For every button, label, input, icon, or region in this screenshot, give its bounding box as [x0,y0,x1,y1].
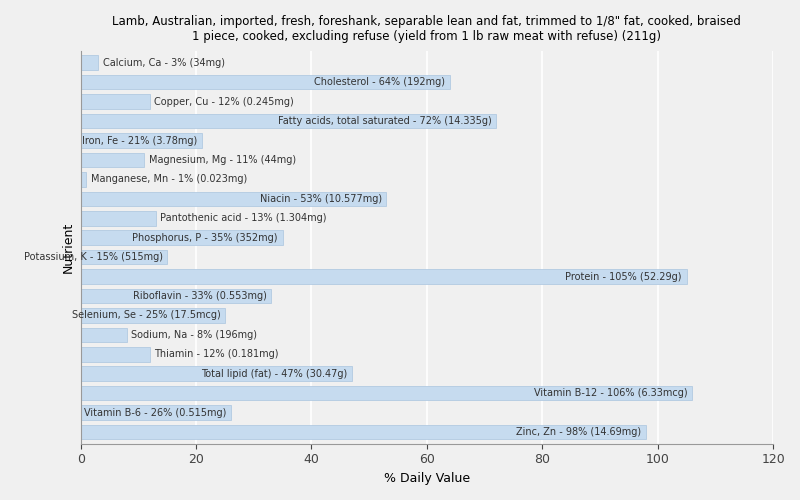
Bar [81,75,450,90]
Text: Manganese, Mn - 1% (0.023mg): Manganese, Mn - 1% (0.023mg) [91,174,247,184]
Bar [81,211,156,226]
Bar [81,270,686,284]
Bar [81,288,271,304]
Text: Cholesterol - 64% (192mg): Cholesterol - 64% (192mg) [314,77,446,87]
Bar [81,152,144,167]
Text: Vitamin B-12 - 106% (6.33mcg): Vitamin B-12 - 106% (6.33mcg) [534,388,688,398]
Text: Riboflavin - 33% (0.553mg): Riboflavin - 33% (0.553mg) [133,291,266,301]
Text: Potassium, K - 15% (515mg): Potassium, K - 15% (515mg) [23,252,162,262]
Bar [81,425,646,440]
Text: Protein - 105% (52.29g): Protein - 105% (52.29g) [566,272,682,281]
Text: Phosphorus, P - 35% (352mg): Phosphorus, P - 35% (352mg) [133,232,278,242]
Bar [81,133,202,148]
Text: Pantothenic acid - 13% (1.304mg): Pantothenic acid - 13% (1.304mg) [160,214,326,224]
Text: Vitamin B-6 - 26% (0.515mg): Vitamin B-6 - 26% (0.515mg) [84,408,226,418]
Text: Magnesium, Mg - 11% (44mg): Magnesium, Mg - 11% (44mg) [149,155,296,165]
X-axis label: % Daily Value: % Daily Value [384,472,470,485]
Bar [81,328,126,342]
Bar [81,250,167,264]
Text: Selenium, Se - 25% (17.5mcg): Selenium, Se - 25% (17.5mcg) [71,310,220,320]
Text: Thiamin - 12% (0.181mg): Thiamin - 12% (0.181mg) [154,350,279,360]
Bar [81,366,352,381]
Text: Total lipid (fat) - 47% (30.47g): Total lipid (fat) - 47% (30.47g) [201,369,347,379]
Bar [81,172,86,186]
Bar [81,406,230,420]
Text: Niacin - 53% (10.577mg): Niacin - 53% (10.577mg) [260,194,382,204]
Text: Copper, Cu - 12% (0.245mg): Copper, Cu - 12% (0.245mg) [154,96,294,106]
Bar [81,114,496,128]
Title: Lamb, Australian, imported, fresh, foreshank, separable lean and fat, trimmed to: Lamb, Australian, imported, fresh, fores… [113,15,742,43]
Bar [81,386,692,400]
Y-axis label: Nutrient: Nutrient [62,222,75,273]
Bar [81,230,282,245]
Bar [81,308,225,322]
Bar [81,347,150,362]
Text: Sodium, Na - 8% (196mg): Sodium, Na - 8% (196mg) [131,330,258,340]
Bar [81,94,150,109]
Text: Fatty acids, total saturated - 72% (14.335g): Fatty acids, total saturated - 72% (14.3… [278,116,491,126]
Bar [81,56,98,70]
Text: Calcium, Ca - 3% (34mg): Calcium, Ca - 3% (34mg) [102,58,225,68]
Text: Zinc, Zn - 98% (14.69mg): Zinc, Zn - 98% (14.69mg) [517,427,642,437]
Text: Iron, Fe - 21% (3.78mg): Iron, Fe - 21% (3.78mg) [82,136,198,145]
Bar [81,192,386,206]
